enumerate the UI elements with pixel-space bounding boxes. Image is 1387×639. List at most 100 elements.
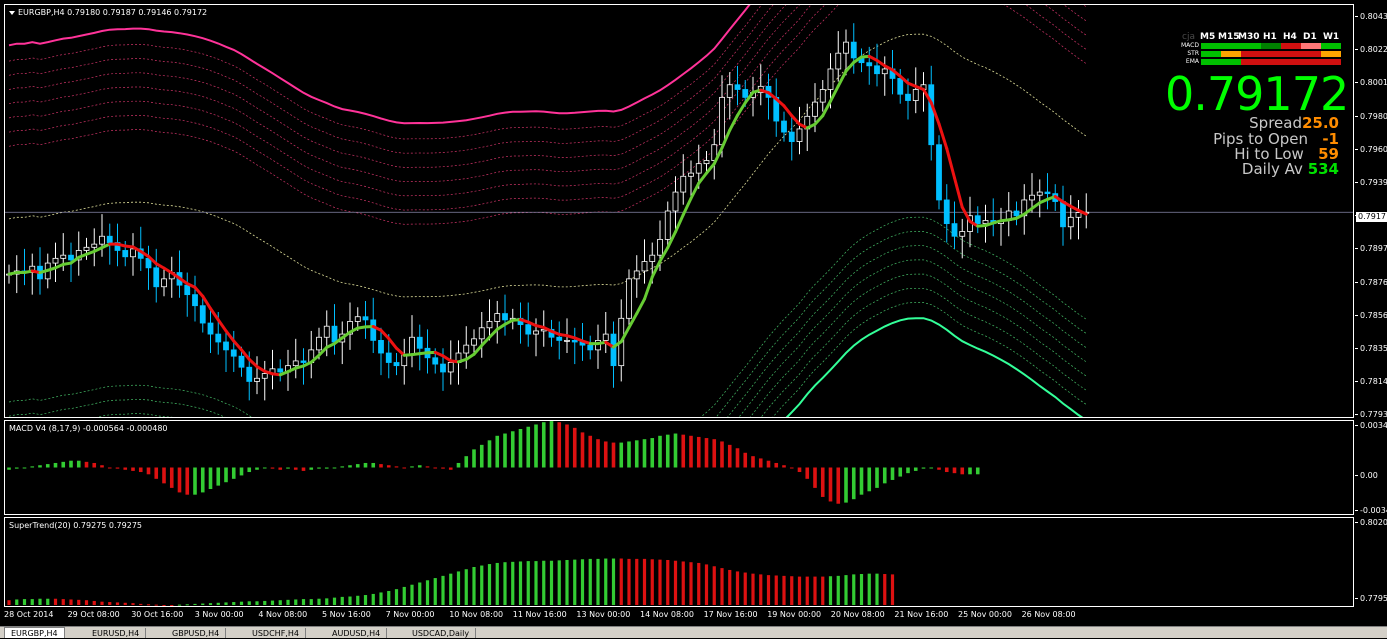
supertrend-bar: [46, 599, 49, 605]
supertrend-bar: [379, 592, 382, 605]
macd-pane[interactable]: MACD V4 (8,17,9) -0.000564 -0.000480: [4, 420, 1354, 515]
price-tick-label: 0.7960: [1355, 145, 1387, 154]
macd-bar: [123, 468, 127, 470]
supertrend-bar: [658, 560, 661, 605]
macd-bar: [581, 432, 585, 467]
candle-body: [441, 364, 446, 372]
macd-bar: [550, 421, 554, 467]
candle-body: [224, 342, 229, 350]
candle-body: [828, 69, 833, 90]
lower-band-2: [9, 288, 1086, 417]
macd-bar: [488, 440, 492, 467]
supertrend-bar: [224, 602, 227, 605]
macd-bar: [650, 438, 654, 467]
supertrend-bar: [62, 599, 65, 605]
macd-bar: [914, 468, 918, 471]
candle-body: [394, 363, 399, 366]
supertrend-bar: [744, 573, 747, 605]
candle-body: [627, 279, 632, 318]
macd-bar: [619, 443, 623, 468]
candle-body: [681, 176, 686, 192]
macd-bar: [7, 468, 11, 470]
time-tick-label: 30 Oct 16:00: [131, 610, 183, 619]
candle-body: [851, 42, 856, 58]
macd-bar: [542, 422, 546, 467]
candle-body: [84, 247, 89, 250]
ma-segment: [691, 183, 699, 198]
supertrend-bar: [310, 599, 313, 605]
ma-segment: [947, 149, 955, 178]
candle-body: [355, 317, 360, 322]
macd-bar: [953, 468, 957, 474]
supertrend-bar: [503, 562, 506, 605]
supertrend-bar: [674, 561, 677, 605]
macd-bar: [209, 468, 213, 490]
supertrend-bar: [139, 604, 142, 605]
ma-segment: [738, 103, 746, 116]
supertrend-pane[interactable]: SuperTrend(20) 0.79275 0.79275: [4, 517, 1354, 607]
supertrend-bar: [356, 596, 359, 605]
candle: [526, 303, 531, 347]
signal-cell: [1261, 43, 1281, 49]
supertrend-bar: [286, 600, 289, 605]
candle: [999, 208, 1004, 246]
macd-bar: [612, 443, 616, 468]
macd-canvas[interactable]: [5, 421, 1353, 514]
signal-cell: [1201, 59, 1221, 65]
candle-body: [386, 353, 391, 362]
ma-segment: [249, 359, 257, 366]
macd-bar: [263, 468, 267, 469]
chart-tab-eurgbp-h4[interactable]: EURGBP,H4: [4, 627, 65, 638]
macd-bar: [433, 468, 437, 469]
supertrend-bar: [480, 566, 483, 605]
price-chart-canvas[interactable]: [5, 5, 1353, 417]
macd-bar: [922, 468, 926, 469]
macd-bar: [976, 468, 980, 475]
supertrend-bar: [248, 601, 251, 605]
ma-segment: [218, 320, 226, 331]
candle-body: [937, 145, 942, 200]
supertrend-bar: [170, 605, 173, 606]
macd-bar: [705, 438, 709, 467]
candle-body: [162, 279, 167, 287]
supertrend-bar: [116, 602, 119, 605]
signal-cell: [1281, 59, 1301, 65]
candle: [53, 243, 58, 282]
tf-h4: H4: [1283, 32, 1297, 42]
macd-bar: [906, 468, 910, 474]
candle-body: [782, 121, 787, 132]
supertrend-bar: [449, 574, 452, 605]
macd-bar: [681, 435, 685, 468]
signal-row-label: STR: [1169, 50, 1199, 57]
signal-cell: [1301, 59, 1321, 65]
macd-bar: [418, 465, 422, 467]
macd-tick-label: 0.00: [1355, 471, 1378, 480]
supertrend-bar: [651, 559, 654, 605]
mid-band-line: [9, 34, 1086, 297]
supertrend-bar: [255, 601, 258, 605]
candle-body: [193, 295, 198, 306]
candle: [84, 238, 89, 260]
candle: [92, 228, 97, 266]
candle-body: [100, 236, 105, 244]
supertrend-bar: [193, 604, 196, 605]
candle: [100, 214, 105, 257]
price-chart-pane[interactable]: EURGBP,H4 0.79180 0.79187 0.79146 0.7917…: [4, 4, 1354, 418]
lower-band-6: [9, 232, 1086, 418]
signal-cell: [1321, 59, 1341, 65]
candle: [1076, 200, 1081, 239]
supertrend-canvas[interactable]: [5, 518, 1353, 606]
macd-bar: [387, 465, 391, 467]
macd-bar: [511, 431, 515, 467]
supertrend-bar: [511, 562, 514, 605]
supertrend-bar: [77, 600, 80, 605]
signal-cell: [1261, 59, 1281, 65]
candle-body: [534, 331, 539, 334]
time-tick-label: 11 Nov 16:00: [513, 610, 567, 619]
candle: [735, 66, 740, 105]
macd-bar: [604, 441, 608, 467]
candle: [262, 361, 267, 400]
price-tick-label: 0.8022: [1355, 45, 1387, 54]
macd-bar: [278, 468, 282, 470]
price-tick-label: 0.7856: [1355, 311, 1387, 320]
